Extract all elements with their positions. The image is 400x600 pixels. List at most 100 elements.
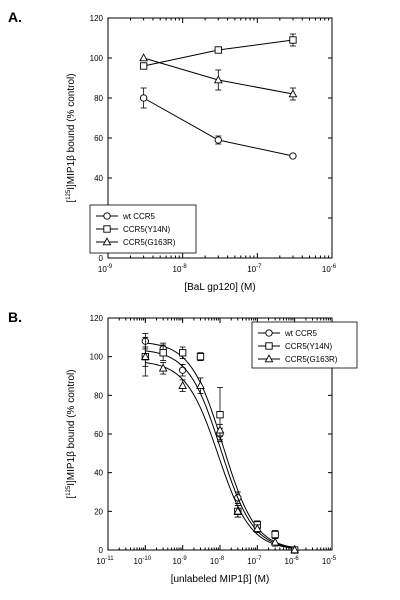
fit-curve	[145, 362, 295, 549]
legend-label: CCR5(Y14N)	[285, 342, 332, 351]
y-axis-title-bracket: [	[66, 200, 77, 203]
series-square	[139, 33, 297, 70]
legend-marker	[103, 225, 111, 233]
data-point	[139, 62, 148, 70]
data-point	[290, 545, 300, 554]
y-tick-label: 80	[94, 391, 103, 400]
y-tick-label: 0	[99, 546, 104, 555]
data-point	[214, 46, 222, 54]
data-point	[213, 75, 223, 84]
x-tick-base: 10	[210, 557, 219, 566]
x-tick-label: 10-11	[96, 556, 114, 566]
x-tick-label: 10-5	[322, 556, 337, 566]
x-tick-exponent: -11	[105, 556, 114, 562]
data-point	[289, 152, 297, 160]
x-tick-exponent: -9	[181, 556, 187, 562]
data-point	[288, 89, 298, 98]
y-tick-label: 60	[94, 134, 103, 143]
series-triangle	[139, 53, 298, 101]
data-point	[179, 349, 187, 357]
x-tick-exponent: -7	[256, 264, 262, 270]
x-tick-exponent: -8	[181, 264, 187, 270]
x-tick-exponent: -5	[331, 556, 337, 562]
x-tick-label: 10-8	[173, 264, 188, 274]
data-point	[196, 380, 205, 389]
panel-label: B.	[8, 309, 22, 325]
legend-label: CCR5(Y14N)	[123, 225, 170, 234]
series-triangle	[140, 336, 300, 554]
data-point	[214, 136, 222, 144]
x-tick-label: 10-9	[98, 264, 113, 274]
data-point	[139, 94, 148, 102]
data-point	[179, 366, 187, 374]
x-tick-exponent: -7	[256, 556, 262, 562]
legend-label: CCR5(G163R)	[285, 355, 338, 364]
x-tick-exponent: -8	[219, 556, 225, 562]
x-tick-base: 10	[285, 557, 294, 566]
x-tick-label: 10-7	[247, 264, 262, 274]
legend-label: wt CCR5	[122, 212, 156, 221]
data-point	[233, 506, 243, 515]
series-circle	[139, 87, 297, 160]
x-tick-base: 10	[173, 557, 182, 566]
y-tick-label: 100	[90, 353, 104, 362]
legend-marker	[265, 342, 273, 350]
x-tick-base: 10	[247, 557, 256, 566]
x-tick-base: 10	[173, 265, 182, 274]
x-tick-base: 10	[322, 265, 331, 274]
y-tick-label: 20	[94, 507, 103, 516]
legend-label: CCR5(G163R)	[123, 238, 176, 247]
data-point	[159, 349, 167, 357]
y-tick-label: 40	[94, 469, 103, 478]
data-point	[271, 530, 279, 539]
fit-curve	[145, 342, 295, 549]
legend-marker	[264, 354, 274, 363]
data-point	[139, 53, 148, 62]
y-axis-title: [125I]MIP1β bound (% control)	[66, 369, 77, 498]
y-axis-title: [125I]MIP1β bound (% control)	[66, 73, 77, 202]
y-tick-label: 120	[90, 314, 104, 323]
legend: wt CCR5 CCR5(Y14N) CCR5(G163R)	[89, 204, 197, 254]
data-point	[140, 351, 150, 360]
data-point	[289, 36, 297, 44]
x-tick-base: 10	[134, 557, 143, 566]
x-tick-label: 10-10	[134, 556, 152, 566]
x-tick-label: 10-6	[285, 556, 300, 566]
data-point	[178, 380, 188, 389]
x-tick-exponent: -6	[293, 556, 299, 562]
legend-label: wt CCR5	[284, 329, 318, 338]
x-tick-label: 10-7	[247, 556, 262, 566]
y-axis-title-main: I]MIP1β bound (% control)	[66, 73, 77, 189]
x-tick-exponent: -10	[142, 556, 151, 562]
x-tick-base: 10	[322, 557, 331, 566]
x-tick-base: 10	[98, 265, 107, 274]
series-line	[143, 97, 294, 157]
series-square	[141, 344, 299, 554]
x-tick-label: 10-8	[210, 556, 225, 566]
y-tick-label: 40	[94, 174, 103, 183]
y-axis-title-bracket: [	[66, 496, 77, 499]
y-tick-label: 100	[90, 54, 104, 63]
y-axis-title-superscript: 125	[66, 485, 72, 496]
x-tick-label: 10-6	[322, 264, 337, 274]
x-tick-base: 10	[96, 557, 105, 566]
y-axis-title-superscript: 125	[66, 189, 72, 200]
legend: wt CCR5 CCR5(Y14N) CCR5(G163R)	[251, 321, 358, 369]
data-point	[215, 425, 225, 434]
fit-curve	[145, 350, 295, 549]
panel-label: A.	[8, 9, 22, 25]
y-tick-label: 80	[94, 94, 103, 103]
y-tick-label: 0	[99, 254, 104, 263]
legend-marker	[103, 212, 111, 220]
x-tick-base: 10	[247, 265, 256, 274]
y-axis-title-main: I]MIP1β bound (% control)	[66, 369, 77, 485]
data-point	[216, 411, 224, 419]
legend-marker	[102, 237, 112, 246]
x-tick-label: 10-9	[173, 556, 188, 566]
x-axis-title: [BaL gp120] (M)	[184, 282, 255, 293]
x-axis-title: [unlabeled MIP1β] (M)	[171, 574, 270, 585]
x-tick-exponent: -9	[107, 264, 113, 270]
